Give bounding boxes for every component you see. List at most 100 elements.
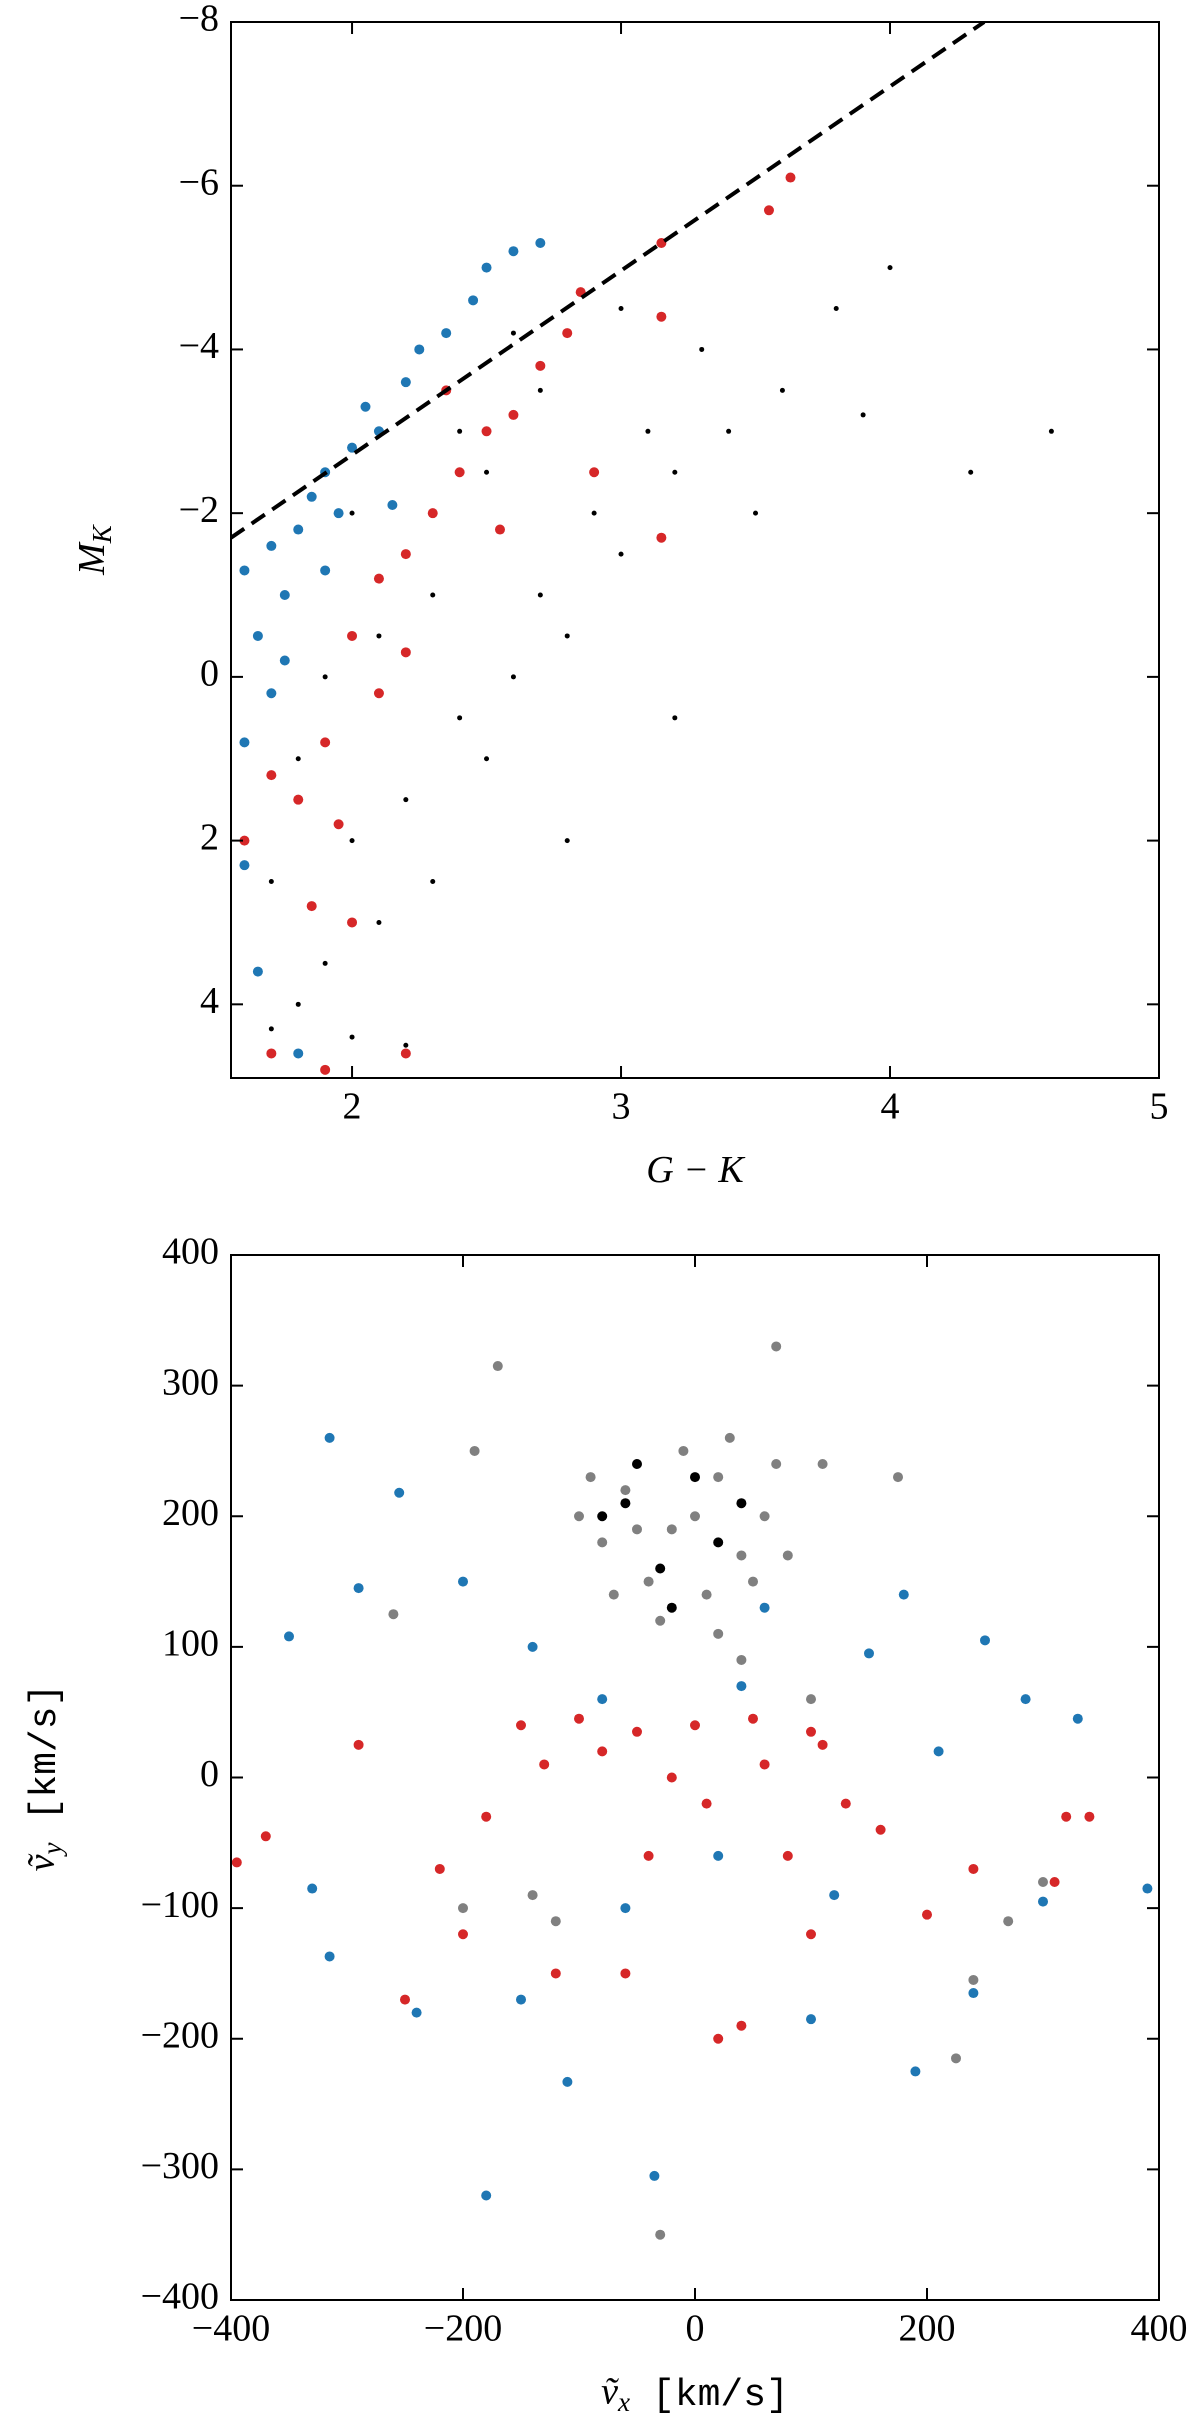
point — [535, 360, 546, 371]
point — [400, 647, 411, 658]
point — [1072, 1713, 1083, 1724]
point — [295, 1001, 301, 1007]
point — [510, 330, 516, 336]
point — [829, 1890, 840, 1901]
point — [713, 1628, 724, 1639]
point — [400, 377, 411, 388]
x-tick-label: −200 — [424, 2308, 502, 2350]
point — [333, 819, 344, 830]
x-axis-label: ṽx [km/s] — [601, 2371, 789, 2417]
point — [620, 1498, 631, 1509]
point — [376, 919, 382, 925]
point — [898, 1589, 909, 1600]
x-tick-label: −400 — [192, 2308, 270, 2350]
point — [266, 688, 277, 699]
point — [535, 238, 546, 249]
point — [672, 715, 678, 721]
point — [753, 510, 759, 516]
point — [806, 1694, 816, 1705]
point — [441, 328, 452, 339]
point — [484, 469, 490, 475]
point — [632, 1726, 642, 1737]
x-tick-label: 5 — [1150, 1086, 1169, 1128]
point — [324, 1951, 335, 1962]
point — [349, 1034, 355, 1040]
y-tick-label: 300 — [162, 1361, 219, 1403]
point — [968, 1974, 979, 1985]
point — [306, 491, 317, 502]
point — [806, 1726, 816, 1737]
point — [589, 467, 600, 478]
y-tick-label: −100 — [141, 1884, 219, 1926]
point — [492, 1361, 503, 1372]
point — [360, 401, 371, 412]
x-tick-label: 0 — [686, 2308, 705, 2350]
point — [457, 715, 463, 721]
point — [414, 344, 425, 355]
point — [933, 1746, 944, 1757]
point — [597, 1694, 608, 1705]
point — [231, 1857, 242, 1868]
point — [400, 549, 411, 560]
point — [469, 1445, 480, 1456]
point — [666, 1602, 677, 1613]
scatter-chart: 2 3 4 5 −8 −6 −4 −2 0 2 4 G − K MK — [71, 0, 1169, 1191]
point — [387, 499, 398, 510]
point — [239, 860, 250, 871]
point — [537, 592, 543, 598]
point — [887, 265, 893, 271]
point — [597, 1746, 608, 1757]
point — [458, 1903, 468, 1914]
point — [597, 1537, 608, 1548]
x-axis-label-symbol: ṽ — [601, 2371, 619, 2413]
point — [347, 917, 358, 928]
point — [562, 328, 573, 339]
point — [458, 1576, 468, 1587]
point — [817, 1459, 828, 1469]
point — [394, 1487, 405, 1498]
point — [759, 1511, 770, 1522]
x-tick-label: 3 — [612, 1086, 631, 1128]
point — [1142, 1883, 1153, 1894]
point — [678, 1445, 689, 1456]
y-tick-label: 100 — [162, 1623, 219, 1665]
points — [231, 22, 1054, 1075]
point — [656, 532, 667, 543]
point — [349, 510, 355, 516]
y-axis-label: MK — [71, 523, 117, 576]
point — [763, 205, 774, 216]
point — [516, 1994, 526, 2005]
point — [922, 1909, 932, 1920]
point — [388, 1609, 399, 1620]
point — [759, 1759, 770, 1770]
y-tick-label: 0 — [200, 1753, 219, 1795]
point — [1038, 1896, 1048, 1907]
point — [468, 295, 479, 306]
point — [347, 442, 358, 453]
dashed-line — [231, 22, 986, 540]
point — [1003, 1916, 1014, 1927]
point — [736, 1654, 747, 1665]
point — [736, 1681, 747, 1692]
point — [527, 1641, 538, 1652]
point — [655, 1615, 666, 1626]
point — [376, 633, 382, 639]
point — [279, 590, 290, 601]
point — [481, 2190, 492, 2201]
point — [771, 1459, 782, 1469]
point — [293, 794, 304, 805]
point — [527, 1890, 538, 1901]
point — [620, 1903, 631, 1914]
point — [782, 1850, 793, 1861]
point — [320, 737, 331, 748]
y-tick-label: −200 — [141, 2014, 219, 2056]
point — [400, 1048, 411, 1059]
point — [713, 2033, 724, 2044]
point — [494, 524, 505, 535]
point — [411, 2007, 422, 2018]
y-tick-label: 0 — [200, 653, 219, 695]
point — [320, 1064, 331, 1075]
point — [713, 1850, 724, 1861]
point — [320, 565, 331, 576]
point — [353, 1583, 364, 1594]
